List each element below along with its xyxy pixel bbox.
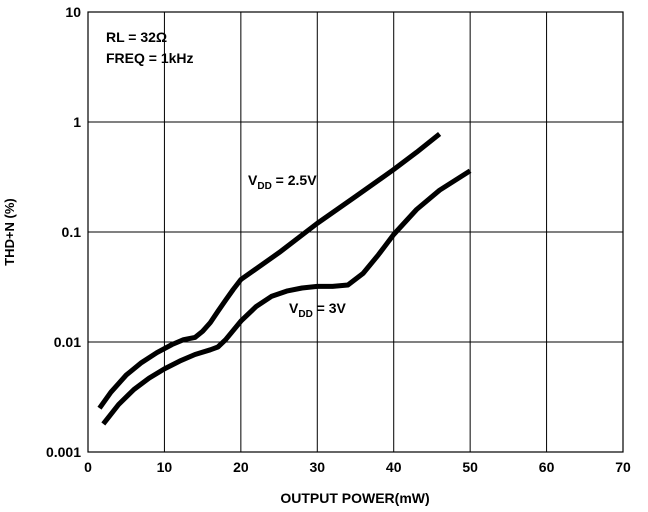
series-label-vdd-3v: VDD = 3V [289, 300, 347, 320]
series-label-vdd-2-5v-sub: DD [257, 181, 271, 192]
plot-frame [87, 11, 624, 453]
y-tick-label: 0.1 [62, 224, 82, 240]
series-label-vdd-3v-main: V [289, 300, 299, 316]
x-axis-label: OUTPUT POWER(mW) [280, 490, 429, 506]
series-label-vdd-2-5v-main: V [248, 172, 258, 188]
series-line-vdd-2-5v [97, 131, 442, 410]
y-tick-label: 0.001 [46, 444, 81, 460]
series-label-vdd-2-5v: VDD = 2.5V [248, 172, 317, 192]
y-axis-label: THD+N (%) [2, 198, 17, 266]
y-tick-labels: 0.001 0.01 0.1 1 10 [46, 4, 81, 460]
series-label-vdd-3v-rest: = 3V [313, 300, 347, 316]
x-tick-label: 40 [386, 459, 402, 475]
x-tick-label: 10 [157, 459, 173, 475]
x-tick-label: 0 [84, 459, 92, 475]
y-tick-label: 10 [65, 4, 81, 20]
y-tick-label: 0.01 [54, 334, 81, 350]
x-tick-label: 20 [233, 459, 249, 475]
series-lines [97, 131, 472, 426]
condition-rl: RL = 32Ω [106, 29, 167, 45]
series-line-vdd-3v [101, 168, 472, 426]
grid-lines [87, 11, 624, 453]
series-label-vdd-2-5v-rest: = 2.5V [272, 172, 317, 188]
x-tick-label: 70 [615, 459, 631, 475]
series-label-vdd-3v-sub: DD [298, 309, 312, 320]
x-tick-label: 60 [539, 459, 555, 475]
x-tick-label: 30 [309, 459, 325, 475]
condition-freq: FREQ = 1kHz [106, 50, 194, 66]
y-tick-label: 1 [73, 114, 81, 130]
x-tick-labels: 0 10 20 30 40 50 60 70 [84, 459, 631, 475]
x-tick-label: 50 [462, 459, 478, 475]
